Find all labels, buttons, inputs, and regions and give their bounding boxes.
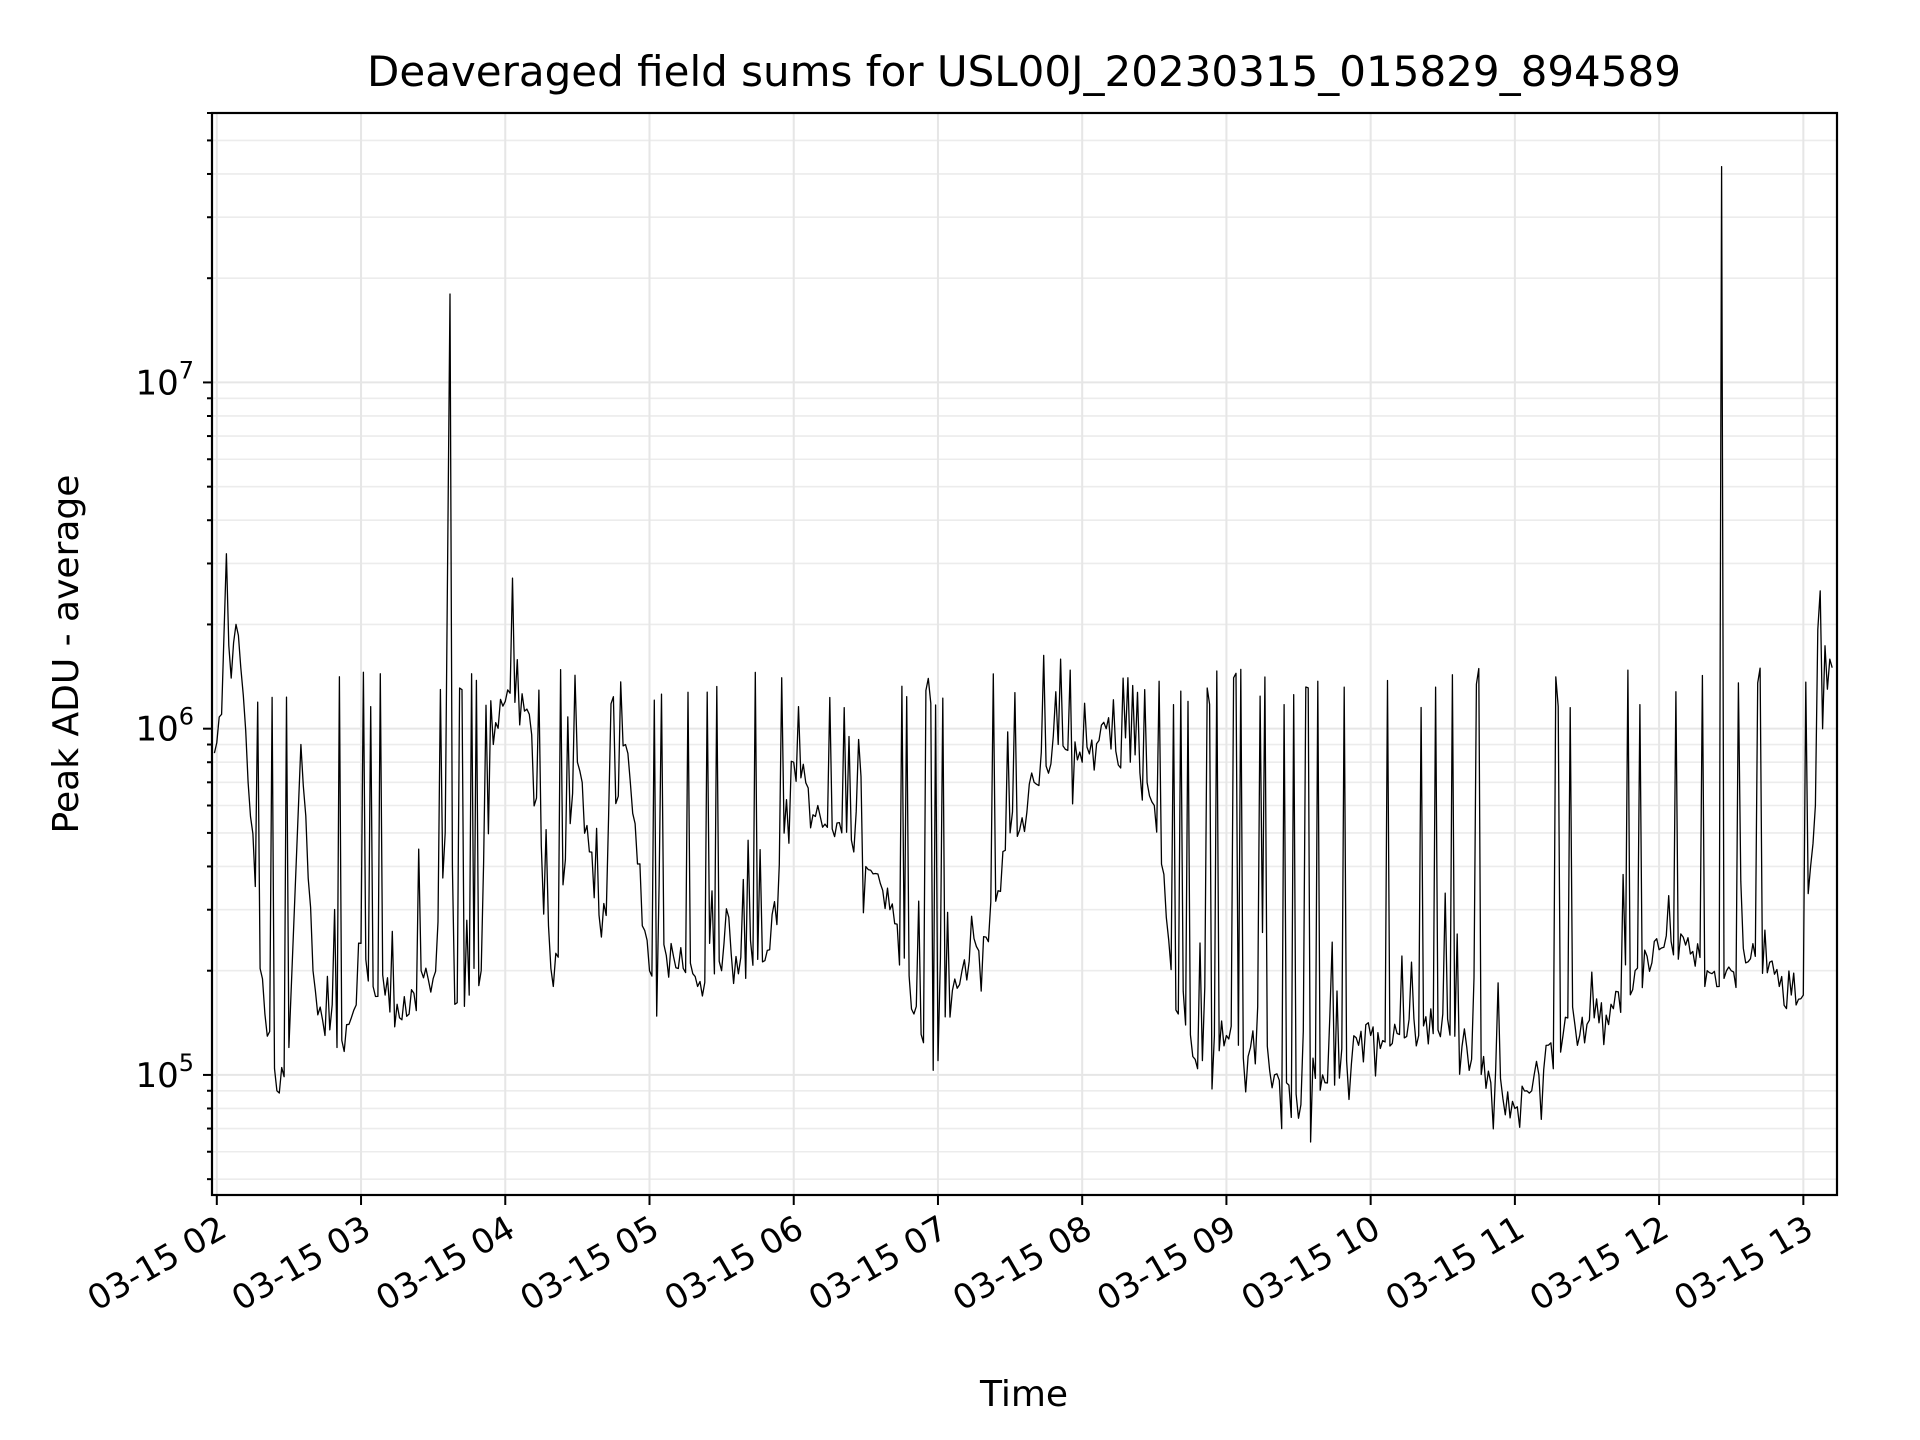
series-line-0 — [213, 165, 1833, 1143]
x-axis-label: Time — [979, 1374, 1068, 1415]
chart-title: Deaveraged field sums for USL00J_2023031… — [367, 47, 1681, 96]
x-tick-label: 03-15 03 — [225, 1208, 377, 1319]
x-tick-label: 03-15 12 — [1523, 1208, 1675, 1319]
series-layer — [213, 165, 1833, 1143]
grid-layer — [212, 112, 1837, 1195]
x-tick-label: 03-15 07 — [802, 1208, 954, 1319]
plot-background — [212, 113, 1837, 1195]
x-tick-label: 03-15 05 — [514, 1208, 666, 1319]
y-tick-label: 105 — [135, 1049, 194, 1096]
x-tick-label: 03-15 04 — [369, 1208, 521, 1319]
y-axis-label: Peak ADU - average — [46, 475, 87, 834]
x-tick-label: 03-15 06 — [658, 1208, 810, 1319]
x-tick-label: 03-15 09 — [1091, 1208, 1243, 1319]
x-tick-label: 03-15 13 — [1667, 1208, 1819, 1319]
plot-frame — [210, 111, 1839, 1197]
x-tick-label: 03-15 10 — [1235, 1208, 1387, 1319]
y-tick-label: 106 — [135, 703, 194, 750]
x-tick-label: 03-15 11 — [1379, 1208, 1531, 1319]
x-tick-label: 03-15 02 — [81, 1208, 233, 1319]
x-tick-label: 03-15 08 — [946, 1208, 1098, 1319]
y-tick-label: 107 — [135, 356, 194, 403]
